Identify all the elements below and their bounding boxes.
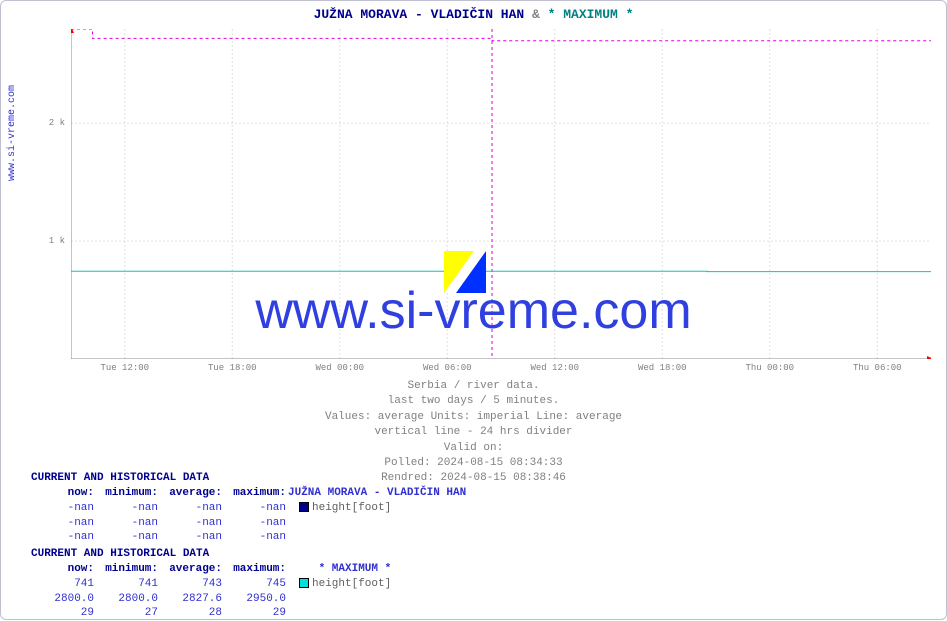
row-label-text: height[foot] — [312, 578, 391, 590]
data-cell: -nan — [159, 516, 223, 531]
x-tick-label: Wed 00:00 — [315, 363, 364, 373]
table-row: 2800.02800.02827.62950.0 — [31, 592, 392, 607]
data-cell: 741 — [95, 577, 159, 592]
row-label: height[foot] — [287, 577, 392, 592]
data-cell: 28 — [159, 606, 223, 621]
column-header: average: — [159, 486, 223, 501]
data-cell: 2950.0 — [223, 592, 287, 607]
column-header: maximum: — [223, 562, 287, 577]
y-tick-label: 1 k — [49, 236, 65, 246]
data-cell: -nan — [159, 530, 223, 545]
row-label — [287, 606, 392, 621]
chart-title: JUŽNA MORAVA - VLADIČIN HAN & * MAXIMUM … — [1, 1, 946, 22]
data-cell: 29 — [223, 606, 287, 621]
table-row: -nan-nan-nan-nan — [31, 516, 467, 531]
data-table: now:minimum:average:maximum:JUŽNA MORAVA… — [31, 486, 467, 545]
x-tick-label: Thu 00:00 — [745, 363, 794, 373]
series-label: * MAXIMUM * — [287, 562, 392, 577]
caption-line: last two days / 5 minutes. — [1, 394, 946, 409]
data-cell: 745 — [223, 577, 287, 592]
x-tick-label: Tue 18:00 — [208, 363, 257, 373]
data-cell: -nan — [31, 516, 95, 531]
column-header: minimum: — [95, 562, 159, 577]
table-row: 29272829 — [31, 606, 392, 621]
data-cell: -nan — [223, 530, 287, 545]
caption-line: vertical line - 24 hrs divider — [1, 425, 946, 440]
row-label — [287, 516, 467, 531]
data-block-heading: CURRENT AND HISTORICAL DATA — [31, 547, 392, 562]
color-swatch-icon — [299, 502, 309, 512]
data-cell: 2800.0 — [95, 592, 159, 607]
data-cell: 2827.6 — [159, 592, 223, 607]
y-axis-label: www.si-vreme.com — [7, 85, 18, 181]
data-table: now:minimum:average:maximum:* MAXIMUM *7… — [31, 562, 392, 621]
series-label: JUŽNA MORAVA - VLADIČIN HAN — [287, 486, 467, 501]
column-header: maximum: — [223, 486, 287, 501]
x-tick-label: Wed 18:00 — [638, 363, 687, 373]
row-label-text: height[foot] — [312, 502, 391, 514]
title-series-b: * MAXIMUM * — [548, 7, 634, 22]
data-cell: 743 — [159, 577, 223, 592]
color-swatch-icon — [299, 578, 309, 588]
caption-line: Valid on: — [1, 441, 946, 456]
data-cell: -nan — [159, 501, 223, 516]
column-header: minimum: — [95, 486, 159, 501]
x-axis-ticks: Tue 12:00 Tue 18:00 Wed 00:00 Wed 06:00 Wed … — [71, 363, 931, 377]
data-block-2: CURRENT AND HISTORICAL DATAnow:minimum:a… — [31, 547, 392, 621]
data-block-heading: CURRENT AND HISTORICAL DATA — [31, 471, 467, 486]
x-tick-label: Wed 06:00 — [423, 363, 472, 373]
data-cell: -nan — [31, 501, 95, 516]
title-series-a: JUŽNA MORAVA - VLADIČIN HAN — [314, 7, 525, 22]
chart-container: JUŽNA MORAVA - VLADIČIN HAN & * MAXIMUM … — [0, 0, 947, 620]
data-cell: -nan — [223, 501, 287, 516]
data-cell: -nan — [95, 516, 159, 531]
site-logo-icon — [444, 251, 486, 293]
plot-area: 1 k2 k — [71, 29, 931, 359]
row-label — [287, 592, 392, 607]
data-cell: 741 — [31, 577, 95, 592]
data-cell: 27 — [95, 606, 159, 621]
y-tick-label: 2 k — [49, 118, 65, 128]
table-row: -nan-nan-nan-nanheight[foot] — [31, 501, 467, 516]
data-cell: -nan — [223, 516, 287, 531]
x-tick-label: Tue 12:00 — [100, 363, 149, 373]
row-label: height[foot] — [287, 501, 467, 516]
column-header: now: — [31, 486, 95, 501]
x-tick-label: Wed 12:00 — [530, 363, 579, 373]
x-tick-label: Thu 06:00 — [853, 363, 902, 373]
row-label — [287, 530, 467, 545]
table-row: 741741743745height[foot] — [31, 577, 392, 592]
caption-line: Polled: 2024-08-15 08:34:33 — [1, 456, 946, 471]
data-cell: -nan — [31, 530, 95, 545]
caption-line: Serbia / river data. — [1, 379, 946, 394]
chart-svg — [71, 29, 931, 359]
caption-line: Values: average Units: imperial Line: av… — [1, 410, 946, 425]
data-cell: -nan — [95, 501, 159, 516]
title-amp: & — [524, 7, 547, 22]
data-block-1: CURRENT AND HISTORICAL DATAnow:minimum:a… — [31, 471, 467, 545]
data-cell: -nan — [95, 530, 159, 545]
table-row: -nan-nan-nan-nan — [31, 530, 467, 545]
column-header: average: — [159, 562, 223, 577]
column-header: now: — [31, 562, 95, 577]
data-cell: 29 — [31, 606, 95, 621]
data-cell: 2800.0 — [31, 592, 95, 607]
